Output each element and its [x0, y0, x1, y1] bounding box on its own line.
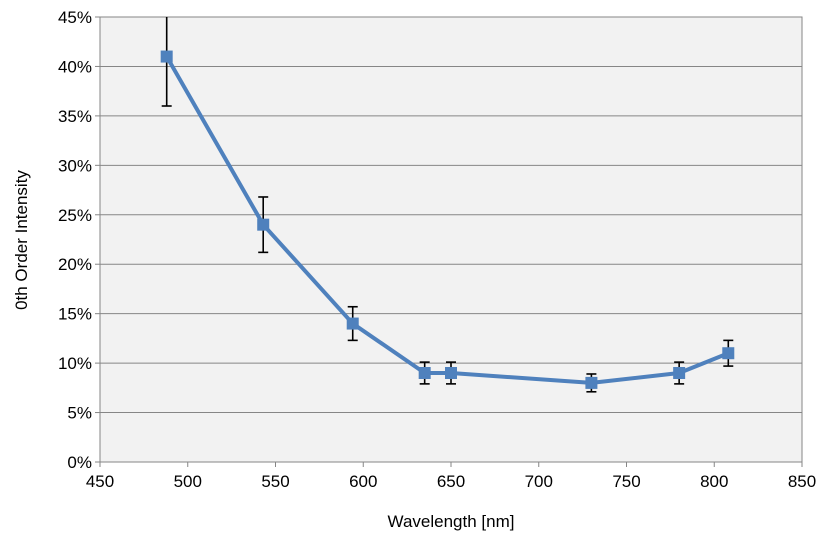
x-tick-label: 550 [261, 472, 289, 491]
x-tick-label: 850 [788, 472, 816, 491]
data-point-marker [585, 376, 598, 389]
y-tick-label: 0% [67, 453, 92, 472]
y-axis-title: 0th Order Intensity [12, 170, 31, 310]
y-tick-label: 30% [58, 156, 92, 175]
y-tick-label: 15% [58, 305, 92, 324]
y-tick-label: 40% [58, 57, 92, 76]
gridlines [95, 16, 803, 467]
x-tick-label: 650 [437, 472, 465, 491]
x-tick-label: 600 [349, 472, 377, 491]
data-point-marker [346, 317, 359, 330]
data-point-marker [418, 367, 431, 379]
x-tick-label: 750 [612, 472, 640, 491]
y-axis-tick-labels: 0% 5% 10% 15% 20% 25% 30% 35% 40% 45% [58, 8, 92, 472]
x-tick-label: 500 [174, 472, 202, 491]
data-point-marker [445, 367, 457, 379]
data-point-marker [257, 218, 270, 231]
series-group [160, 17, 735, 393]
y-tick-label: 25% [58, 206, 92, 225]
series-line [164, 55, 730, 385]
y-tick-label: 5% [67, 404, 92, 423]
x-tick-label: 450 [86, 472, 114, 491]
x-tick-label: 700 [525, 472, 553, 491]
x-axis-tick-labels: 450 500 550 600 650 700 750 800 850 [86, 472, 816, 491]
y-tick-label: 20% [58, 255, 92, 274]
data-point-marker [722, 347, 735, 360]
data-point-marker [160, 50, 173, 63]
data-point-marker [673, 367, 686, 379]
y-tick-label: 35% [58, 107, 92, 126]
plot-area [99, 16, 803, 463]
y-tick-label: 45% [58, 8, 92, 27]
y-tick-label: 10% [58, 354, 92, 373]
x-axis-title: Wavelength [nm] [388, 512, 515, 531]
x-tick-label: 800 [700, 472, 728, 491]
